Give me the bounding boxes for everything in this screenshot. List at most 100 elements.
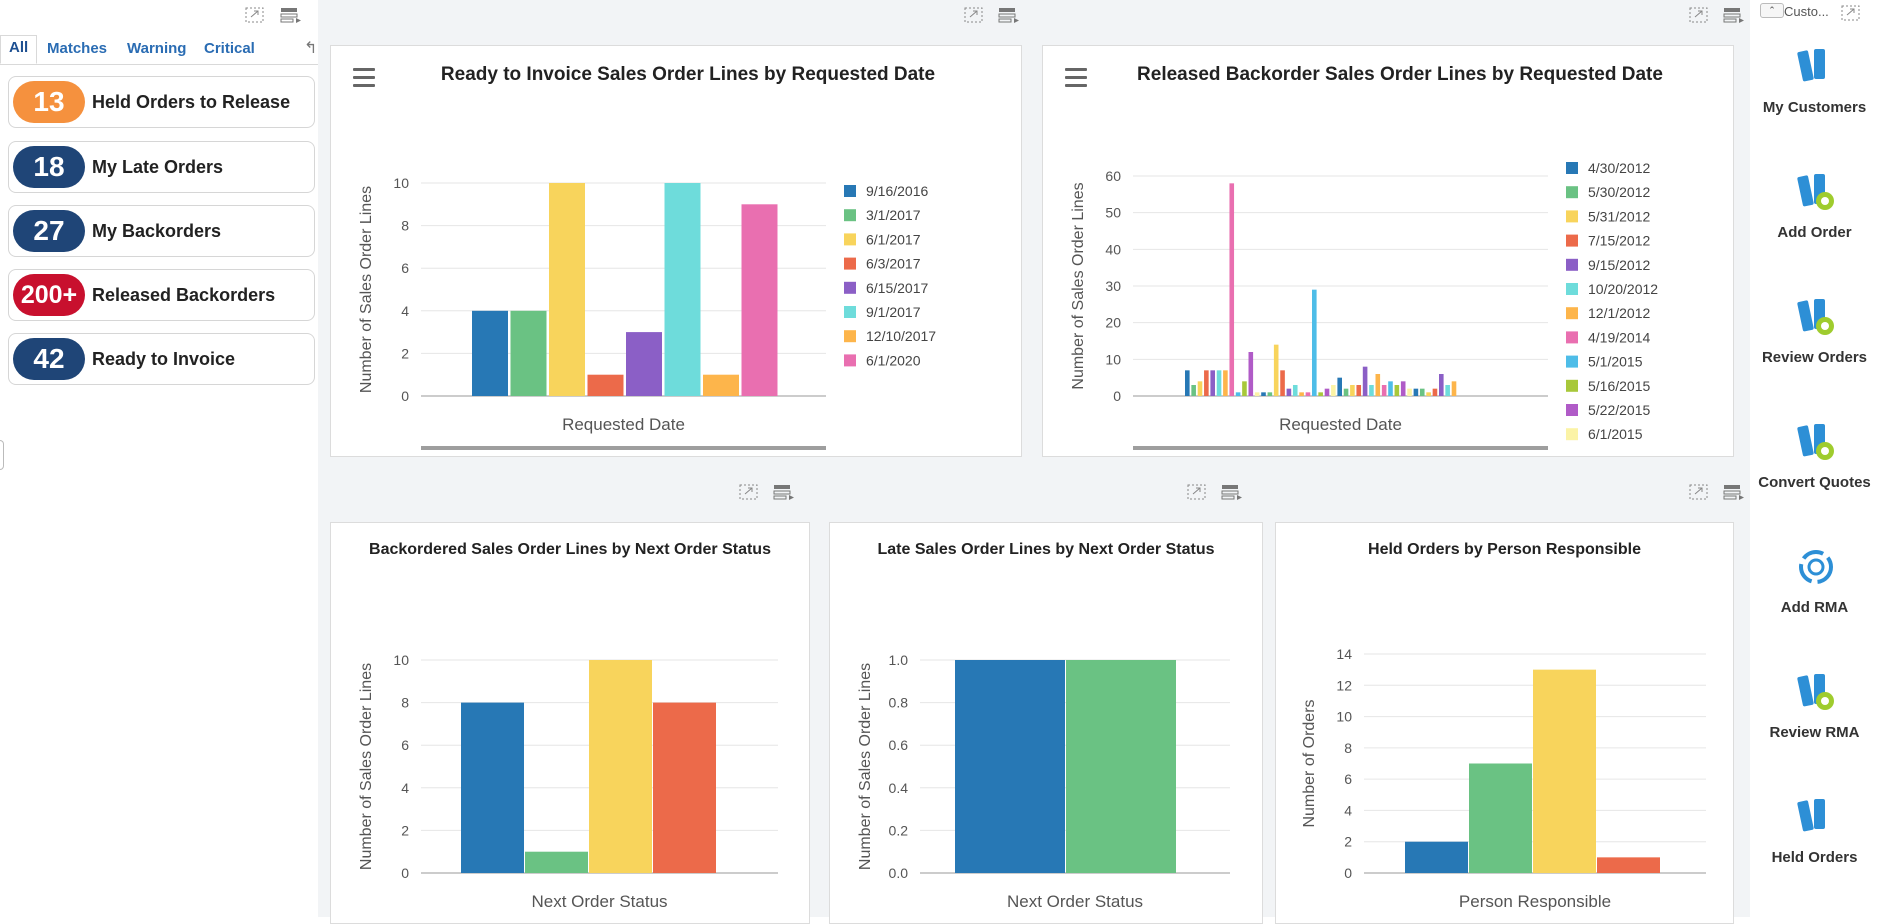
panel-menu-icon[interactable]	[1221, 483, 1243, 501]
panel-menu-icon[interactable]	[998, 6, 1020, 24]
bar	[1375, 374, 1381, 396]
y-tick-label: 2	[401, 822, 409, 838]
chart-title: Held Orders by Person Responsible	[1368, 541, 1641, 558]
bar	[664, 183, 701, 396]
bar	[1305, 392, 1311, 396]
maximize-icon[interactable]	[738, 483, 760, 501]
legend-label: 12/10/2017	[866, 328, 936, 344]
legend-swatch	[844, 185, 856, 197]
kpi-count-badge: 42	[13, 338, 85, 380]
bar	[1337, 377, 1342, 396]
y-axis-label: Number of Orders	[1301, 699, 1318, 827]
x-scrollbar	[1133, 446, 1548, 450]
y-tick-label: 0	[401, 388, 409, 404]
chart-menu-icon[interactable]	[1065, 68, 1087, 87]
rail-item[interactable]: Held Orders	[1750, 795, 1879, 905]
tabs-scroll-icon[interactable]: ↰	[304, 40, 318, 57]
legend-swatch	[844, 281, 856, 294]
released-backorder-chart: 0 10 20 30 40 50 60 Number of Sales Order Lines…	[1070, 160, 1658, 450]
kpi-tile[interactable]: 27 My Backorders	[8, 205, 315, 257]
bar	[1400, 381, 1406, 396]
chart-title: Late Sales Order Lines by Next Order Sta…	[877, 541, 1215, 558]
late-status-card: Late Sales Order Lines by Next Order Sta…	[829, 522, 1263, 924]
y-tick-label: 14	[1336, 646, 1352, 662]
legend-label: 5/22/2015	[1588, 402, 1650, 418]
panel-menu-icon[interactable]	[280, 6, 302, 24]
y-tick-label: 4	[401, 780, 409, 796]
bar	[1451, 381, 1457, 396]
maximize-icon[interactable]	[1688, 6, 1710, 24]
bar	[1469, 763, 1532, 873]
panel-menu-icon[interactable]	[773, 483, 795, 501]
bar	[525, 851, 588, 873]
quick-actions-rail: My Customers Add Order Review Orders Conver…	[1750, 0, 1879, 917]
bar	[1312, 289, 1317, 396]
y-tick-label: 0.2	[889, 822, 909, 838]
bar	[549, 183, 585, 396]
bar	[1254, 392, 1260, 396]
legend-swatch	[844, 233, 856, 246]
y-tick-label: 6	[1344, 771, 1352, 787]
bar	[1343, 388, 1349, 396]
legend-label: 4/30/2012	[1588, 160, 1650, 176]
bar	[1439, 374, 1444, 396]
bar	[1280, 370, 1285, 396]
y-tick-label: 6	[401, 737, 409, 753]
held-by-person-card: Held Orders by Person Responsible 0 2 4 6 8 1…	[1275, 522, 1734, 924]
tab-matches[interactable]: Matches	[47, 40, 108, 57]
bar	[1405, 841, 1468, 873]
y-tick-label: 1.0	[889, 652, 909, 668]
y-tick-label: 0	[1113, 388, 1121, 404]
legend-label: 5/16/2015	[1588, 378, 1650, 394]
tab-critical[interactable]: Critical	[204, 40, 255, 57]
kpi-tile[interactable]: 18 My Late Orders	[8, 141, 315, 193]
y-tick-label: 10	[1105, 351, 1121, 367]
legend-label: 5/31/2012	[1588, 208, 1650, 224]
rail-item[interactable]: Convert Quotes	[1750, 420, 1879, 530]
bar	[1419, 388, 1425, 396]
legend-label: 5/1/2015	[1588, 354, 1643, 370]
panel-menu-icon[interactable]	[1723, 483, 1745, 501]
rail-item[interactable]: Add RMA	[1750, 545, 1879, 655]
maximize-icon[interactable]	[963, 6, 985, 24]
y-tick-label: 12	[1336, 677, 1352, 693]
kpi-tile[interactable]: 13 Held Orders to Release	[8, 76, 315, 128]
y-tick-label: 0.8	[889, 695, 909, 711]
panel-menu-icon[interactable]	[1723, 6, 1745, 24]
y-axis-label: Number of Sales Order Lines	[1070, 182, 1087, 389]
y-tick-label: 40	[1105, 241, 1121, 257]
y-tick-label: 10	[393, 175, 409, 191]
legend-swatch	[1566, 162, 1578, 174]
bar	[1299, 392, 1304, 396]
bar	[626, 332, 662, 396]
y-tick-label: 0.0	[889, 865, 909, 881]
x-axis-label: Person Responsible	[1459, 892, 1611, 911]
maximize-icon[interactable]	[1688, 483, 1710, 501]
chart-menu-icon[interactable]	[353, 68, 375, 87]
collapse-handle[interactable]	[0, 440, 4, 470]
rail-collapse-icon[interactable]: ⌃	[1760, 3, 1784, 18]
legend-label: 6/1/2020	[866, 352, 921, 368]
maximize-icon[interactable]	[1840, 4, 1862, 22]
maximize-icon[interactable]	[1186, 483, 1208, 501]
y-axis-label: Number of Sales Order Lines	[358, 186, 375, 393]
dashboard-area: Ready to Invoice Sales Order Lines by Re…	[318, 0, 1750, 924]
rail-item[interactable]: My Customers	[1750, 45, 1879, 155]
legend-label: 6/1/2015	[1588, 426, 1643, 442]
y-axis-label: Number of Sales Order Lines	[857, 663, 874, 870]
bar	[1286, 388, 1292, 396]
tab-warning[interactable]: Warning	[127, 40, 187, 57]
tab-all[interactable]: All	[0, 35, 38, 64]
legend-label: 9/16/2016	[866, 183, 928, 199]
y-tick-label: 8	[401, 695, 409, 711]
kpi-tile[interactable]: 200+ Released Backorders	[8, 269, 315, 321]
x-axis-label: Requested Date	[562, 415, 685, 434]
backordered-status-chart: 0 2 4 6 8 10 Number of Sales Order Lines Next O…	[358, 652, 778, 911]
kpi-tile[interactable]: 42 Ready to Invoice	[8, 333, 315, 385]
y-tick-label: 8	[401, 218, 409, 234]
rail-item[interactable]: Add Order	[1750, 170, 1879, 280]
maximize-icon[interactable]	[244, 6, 266, 24]
held-by-person-chart: 0 2 4 6 8 10 12 14 Number of Orders Person Respon…	[1301, 646, 1706, 911]
rail-item[interactable]: Review Orders	[1750, 295, 1879, 405]
rail-item[interactable]: Review RMA	[1750, 670, 1879, 780]
